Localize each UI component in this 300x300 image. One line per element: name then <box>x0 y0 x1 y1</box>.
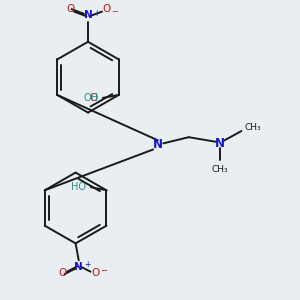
Text: CH₃: CH₃ <box>244 124 261 133</box>
Text: O: O <box>58 268 66 278</box>
Text: O: O <box>103 4 111 14</box>
Text: N: N <box>84 10 92 20</box>
Text: O: O <box>67 4 75 14</box>
Text: −: − <box>111 7 118 16</box>
Text: +: + <box>84 260 91 269</box>
Text: N: N <box>153 138 163 152</box>
Text: HO: HO <box>71 182 86 192</box>
Text: −: − <box>100 266 107 274</box>
Text: N: N <box>215 137 225 150</box>
Text: CH₃: CH₃ <box>212 165 228 174</box>
Text: O: O <box>90 93 98 103</box>
Text: +: + <box>94 9 100 18</box>
Text: O: O <box>91 268 99 278</box>
Text: OH: OH <box>83 93 98 103</box>
Text: N: N <box>74 262 83 272</box>
